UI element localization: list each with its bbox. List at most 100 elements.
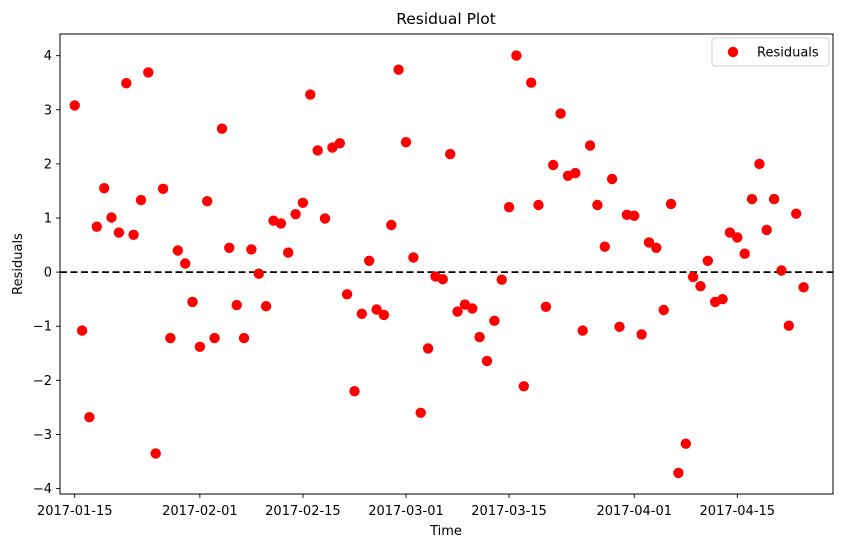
data-point [584,140,596,151]
data-point [783,320,794,331]
data-point [356,308,367,319]
data-point [135,194,147,206]
data-point [253,268,264,279]
data-point [533,199,544,211]
y-tick-label: 1 [44,212,52,227]
data-point [474,331,485,343]
data-point [91,221,103,232]
data-point [577,325,588,336]
data-point [673,467,684,479]
data-point [687,271,699,283]
data-point [540,301,552,312]
data-point [106,212,117,223]
y-tick-label: −4 [33,482,52,497]
data-point [297,197,309,208]
data-point [761,224,772,236]
data-point [143,67,154,78]
data-point [548,159,559,171]
data-point [422,343,434,354]
data-point [511,50,522,61]
data-point [658,304,669,316]
x-tick-label: 2017-04-01 [596,504,672,519]
data-point [695,281,706,292]
data-point [754,158,765,170]
data-point [489,315,500,326]
data-point [636,329,647,340]
y-tick-label: 2 [44,157,52,172]
data-point [606,173,618,185]
plot-frame [59,33,834,495]
data-point [341,289,353,300]
data-point [275,218,287,229]
y-axis-label: Residuals [11,233,26,295]
data-point [746,193,758,205]
data-point [283,247,294,258]
data-point [216,123,228,134]
data-point [371,304,382,315]
y-axis-ticks: −4 −3 −2 −1 0 1 2 3 4 [33,49,60,497]
y-tick-label: 0 [44,266,52,281]
data-point [157,183,169,194]
data-point [798,282,809,293]
y-tick-label: 3 [44,103,52,118]
x-tick-label: 2017-04-15 [700,504,776,519]
data-point [768,193,780,205]
chart-title: Residual Plot [396,10,496,28]
legend-label: Residuals [757,46,819,61]
data-point [555,108,566,119]
data-point [246,244,257,255]
data-point [194,341,206,352]
data-point [393,64,404,75]
data-point [643,237,655,248]
data-point [165,332,176,344]
data-point [481,355,493,367]
data-point [69,100,80,111]
data-point [592,199,603,211]
data-point [739,248,750,259]
data-point [172,245,183,256]
data-point [260,301,272,312]
data-point [437,274,448,285]
data-point [290,209,301,220]
data-point [187,296,198,308]
data-point [202,196,213,207]
data-point [452,306,463,317]
data-point [238,332,250,344]
data-point [408,252,419,263]
x-tick-label: 2017-02-15 [265,504,341,519]
x-tick-label: 2017-03-15 [471,504,547,519]
data-point [599,241,610,252]
data-point [113,227,125,238]
x-tick-label: 2017-03-01 [368,504,444,519]
data-point [349,386,360,397]
data-point [526,77,537,88]
legend: Residuals [711,37,830,67]
scatter-points [69,50,809,479]
x-tick-label: 2017-02-01 [162,504,238,519]
data-point [503,202,515,213]
data-point [84,412,95,423]
data-point [378,309,390,321]
data-point [614,321,625,332]
plot-area [60,34,833,494]
x-axis-label: Time [429,524,462,539]
data-point [76,325,88,336]
legend-box [711,37,830,67]
x-axis-ticks: 2017-01-15 2017-02-01 2017-02-15 2017-03-01… [37,494,775,519]
data-point [629,210,640,221]
data-point [386,219,397,231]
data-point [702,255,713,266]
y-tick-label: −2 [33,374,52,389]
data-point [776,265,787,276]
data-point [724,227,736,238]
data-point [467,303,478,314]
data-point [231,299,242,311]
data-point [415,407,426,418]
data-point [651,242,662,253]
legend-marker [727,46,739,58]
data-point [518,381,529,392]
data-point [305,89,316,100]
x-tick-label: 2017-01-15 [37,504,113,519]
data-point [319,213,331,224]
